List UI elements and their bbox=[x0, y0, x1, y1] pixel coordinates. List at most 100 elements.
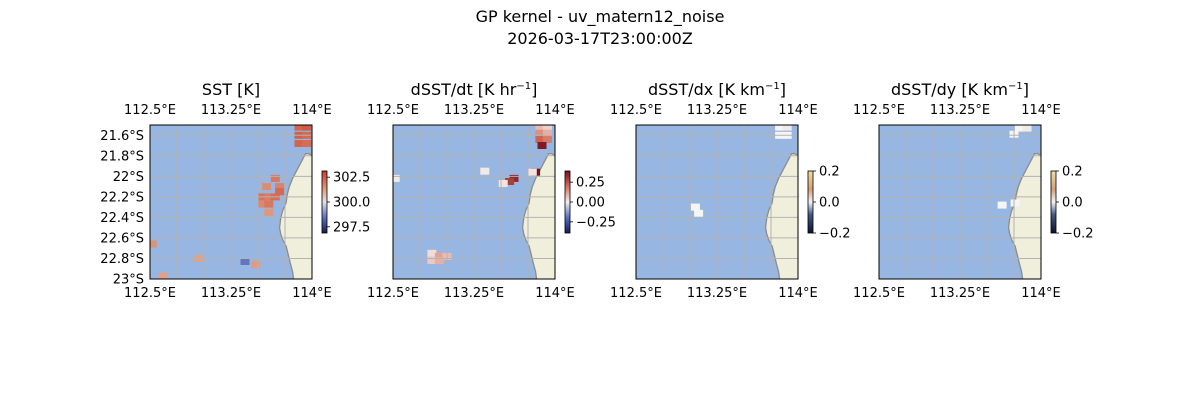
panel-title: dSST/dt [K hr−1] bbox=[411, 80, 538, 99]
colorbar-tick-1: 0.25 bbox=[576, 176, 605, 191]
figure-subtitle: 2026-03-17T23:00:00Z bbox=[507, 29, 693, 48]
data-cell-4 bbox=[997, 201, 1007, 209]
x-tick-bottom-2: 113.25°E bbox=[201, 286, 261, 301]
x-tick-bottom-3: 114°E bbox=[778, 286, 818, 301]
panel-4: dSST/dy [K km−1] 112.5°E 112.5°E 113.25°E 11… bbox=[853, 80, 1094, 301]
data-cell-12 bbox=[505, 178, 515, 185]
x-tick-top-1: 112.5°E bbox=[367, 103, 419, 118]
y-tick-8: 23°S bbox=[113, 273, 144, 288]
data-cell-16 bbox=[275, 188, 285, 196]
colorbar-tick-2: 0.00 bbox=[576, 196, 605, 211]
y-tick-5: 22.4°S bbox=[100, 211, 144, 226]
data-cell-2 bbox=[1022, 125, 1032, 132]
data-cell-4 bbox=[542, 129, 552, 137]
y-tick-3: 22°S bbox=[113, 170, 144, 185]
map-frame bbox=[392, 124, 556, 280]
data-cell-19 bbox=[240, 258, 250, 265]
x-tick-bottom-1: 112.5°E bbox=[853, 286, 905, 301]
map-area bbox=[393, 125, 555, 279]
colorbar bbox=[321, 170, 328, 234]
land bbox=[521, 153, 555, 279]
panels: SST [K] 112.5°E 112.5°E 113.25°E 113.25°E 114… bbox=[100, 80, 1093, 301]
colorbar-tick-3: −0.25 bbox=[576, 215, 616, 230]
x-tick-bottom-3: 114°E bbox=[292, 286, 332, 301]
map-area bbox=[636, 125, 798, 279]
data-cell-1 bbox=[775, 125, 785, 131]
data-cell-2 bbox=[782, 125, 792, 131]
panel-1: SST [K] 112.5°E 112.5°E 113.25°E 113.25°E 114… bbox=[100, 80, 370, 301]
x-tick-top-1: 112.5°E bbox=[610, 103, 662, 118]
x-tick-bottom-1: 112.5°E bbox=[367, 286, 419, 301]
data-cell-20 bbox=[251, 261, 261, 269]
y-tick-1: 21.6°S bbox=[100, 129, 144, 144]
x-tick-top-1: 112.5°E bbox=[853, 103, 905, 118]
colorbar-tick-2: 0.0 bbox=[1062, 196, 1083, 211]
data-cell-16 bbox=[434, 252, 444, 260]
data-cell-19 bbox=[434, 257, 444, 264]
data-cell-6 bbox=[694, 209, 704, 217]
colorbar-tick-3: 297.5 bbox=[333, 220, 370, 235]
data-cell-14 bbox=[264, 200, 274, 208]
data-cell-13 bbox=[257, 200, 267, 208]
x-tick-top-3: 114°E bbox=[292, 103, 332, 118]
x-tick-bottom-1: 112.5°E bbox=[124, 286, 176, 301]
data-cell-10 bbox=[480, 167, 490, 175]
colorbar-tick-2: 300.0 bbox=[333, 196, 370, 211]
land bbox=[1007, 153, 1041, 279]
map-frame bbox=[149, 124, 313, 280]
map-frame bbox=[635, 124, 799, 280]
colorbar bbox=[807, 170, 814, 234]
colorbar-tick-1: 0.2 bbox=[1062, 165, 1083, 180]
map-area bbox=[879, 125, 1041, 279]
data-cell-2 bbox=[542, 125, 552, 131]
x-tick-top-2: 113.25°E bbox=[201, 103, 261, 118]
colorbar-tick-3: −0.2 bbox=[819, 227, 851, 242]
panel-title: SST [K] bbox=[202, 80, 260, 99]
data-cell-5 bbox=[1010, 199, 1020, 207]
data-cell-5 bbox=[690, 203, 700, 211]
x-tick-bottom-2: 113.25°E bbox=[444, 286, 504, 301]
x-tick-top-3: 114°E bbox=[1021, 103, 1061, 118]
x-tick-top-2: 113.25°E bbox=[687, 103, 747, 118]
data-cell-1 bbox=[1014, 125, 1024, 132]
colorbar-tick-3: −0.2 bbox=[1062, 227, 1094, 242]
x-tick-top-1: 112.5°E bbox=[124, 103, 176, 118]
colorbar-tick-1: 302.5 bbox=[333, 171, 370, 186]
y-tick-4: 22.2°S bbox=[100, 190, 144, 205]
data-cell-21 bbox=[158, 272, 168, 279]
x-tick-bottom-1: 112.5°E bbox=[610, 286, 662, 301]
land bbox=[764, 153, 798, 279]
x-tick-bottom-3: 114°E bbox=[1021, 286, 1061, 301]
colorbar bbox=[564, 170, 571, 234]
data-cell-15 bbox=[264, 208, 274, 216]
colorbar-tick-1: 0.2 bbox=[819, 165, 840, 180]
map-area bbox=[150, 125, 312, 279]
data-cell-1 bbox=[535, 125, 545, 131]
data-cell-17 bbox=[150, 240, 157, 248]
data-cell-3 bbox=[535, 129, 545, 137]
data-cell-1 bbox=[294, 125, 304, 131]
data-cell-15 bbox=[427, 249, 437, 257]
data-cell-9 bbox=[275, 183, 285, 191]
colorbar bbox=[1050, 170, 1057, 234]
land bbox=[278, 153, 312, 279]
data-cell-8 bbox=[262, 183, 272, 191]
data-cell-7 bbox=[537, 142, 547, 149]
data-cell-13 bbox=[498, 180, 508, 187]
map-frame bbox=[878, 124, 1042, 280]
panel-3: dSST/dx [K km−1] 112.5°E 112.5°E 113.25°E 11… bbox=[610, 80, 851, 301]
panel-title: dSST/dy [K km−1] bbox=[891, 80, 1029, 99]
y-tick-6: 22.6°S bbox=[100, 231, 144, 246]
figure-title: GP kernel - uv_matern12_noise bbox=[476, 7, 725, 27]
x-tick-bottom-3: 114°E bbox=[535, 286, 575, 301]
data-cell-6 bbox=[542, 135, 552, 143]
x-tick-top-3: 114°E bbox=[535, 103, 575, 118]
x-tick-bottom-2: 113.25°E bbox=[687, 286, 747, 301]
data-cell-5 bbox=[535, 135, 545, 143]
data-cell-6 bbox=[302, 140, 312, 147]
x-tick-top-2: 113.25°E bbox=[930, 103, 990, 118]
x-tick-top-2: 113.25°E bbox=[444, 103, 504, 118]
data-cell-5 bbox=[294, 140, 304, 147]
x-tick-top-3: 114°E bbox=[778, 103, 818, 118]
